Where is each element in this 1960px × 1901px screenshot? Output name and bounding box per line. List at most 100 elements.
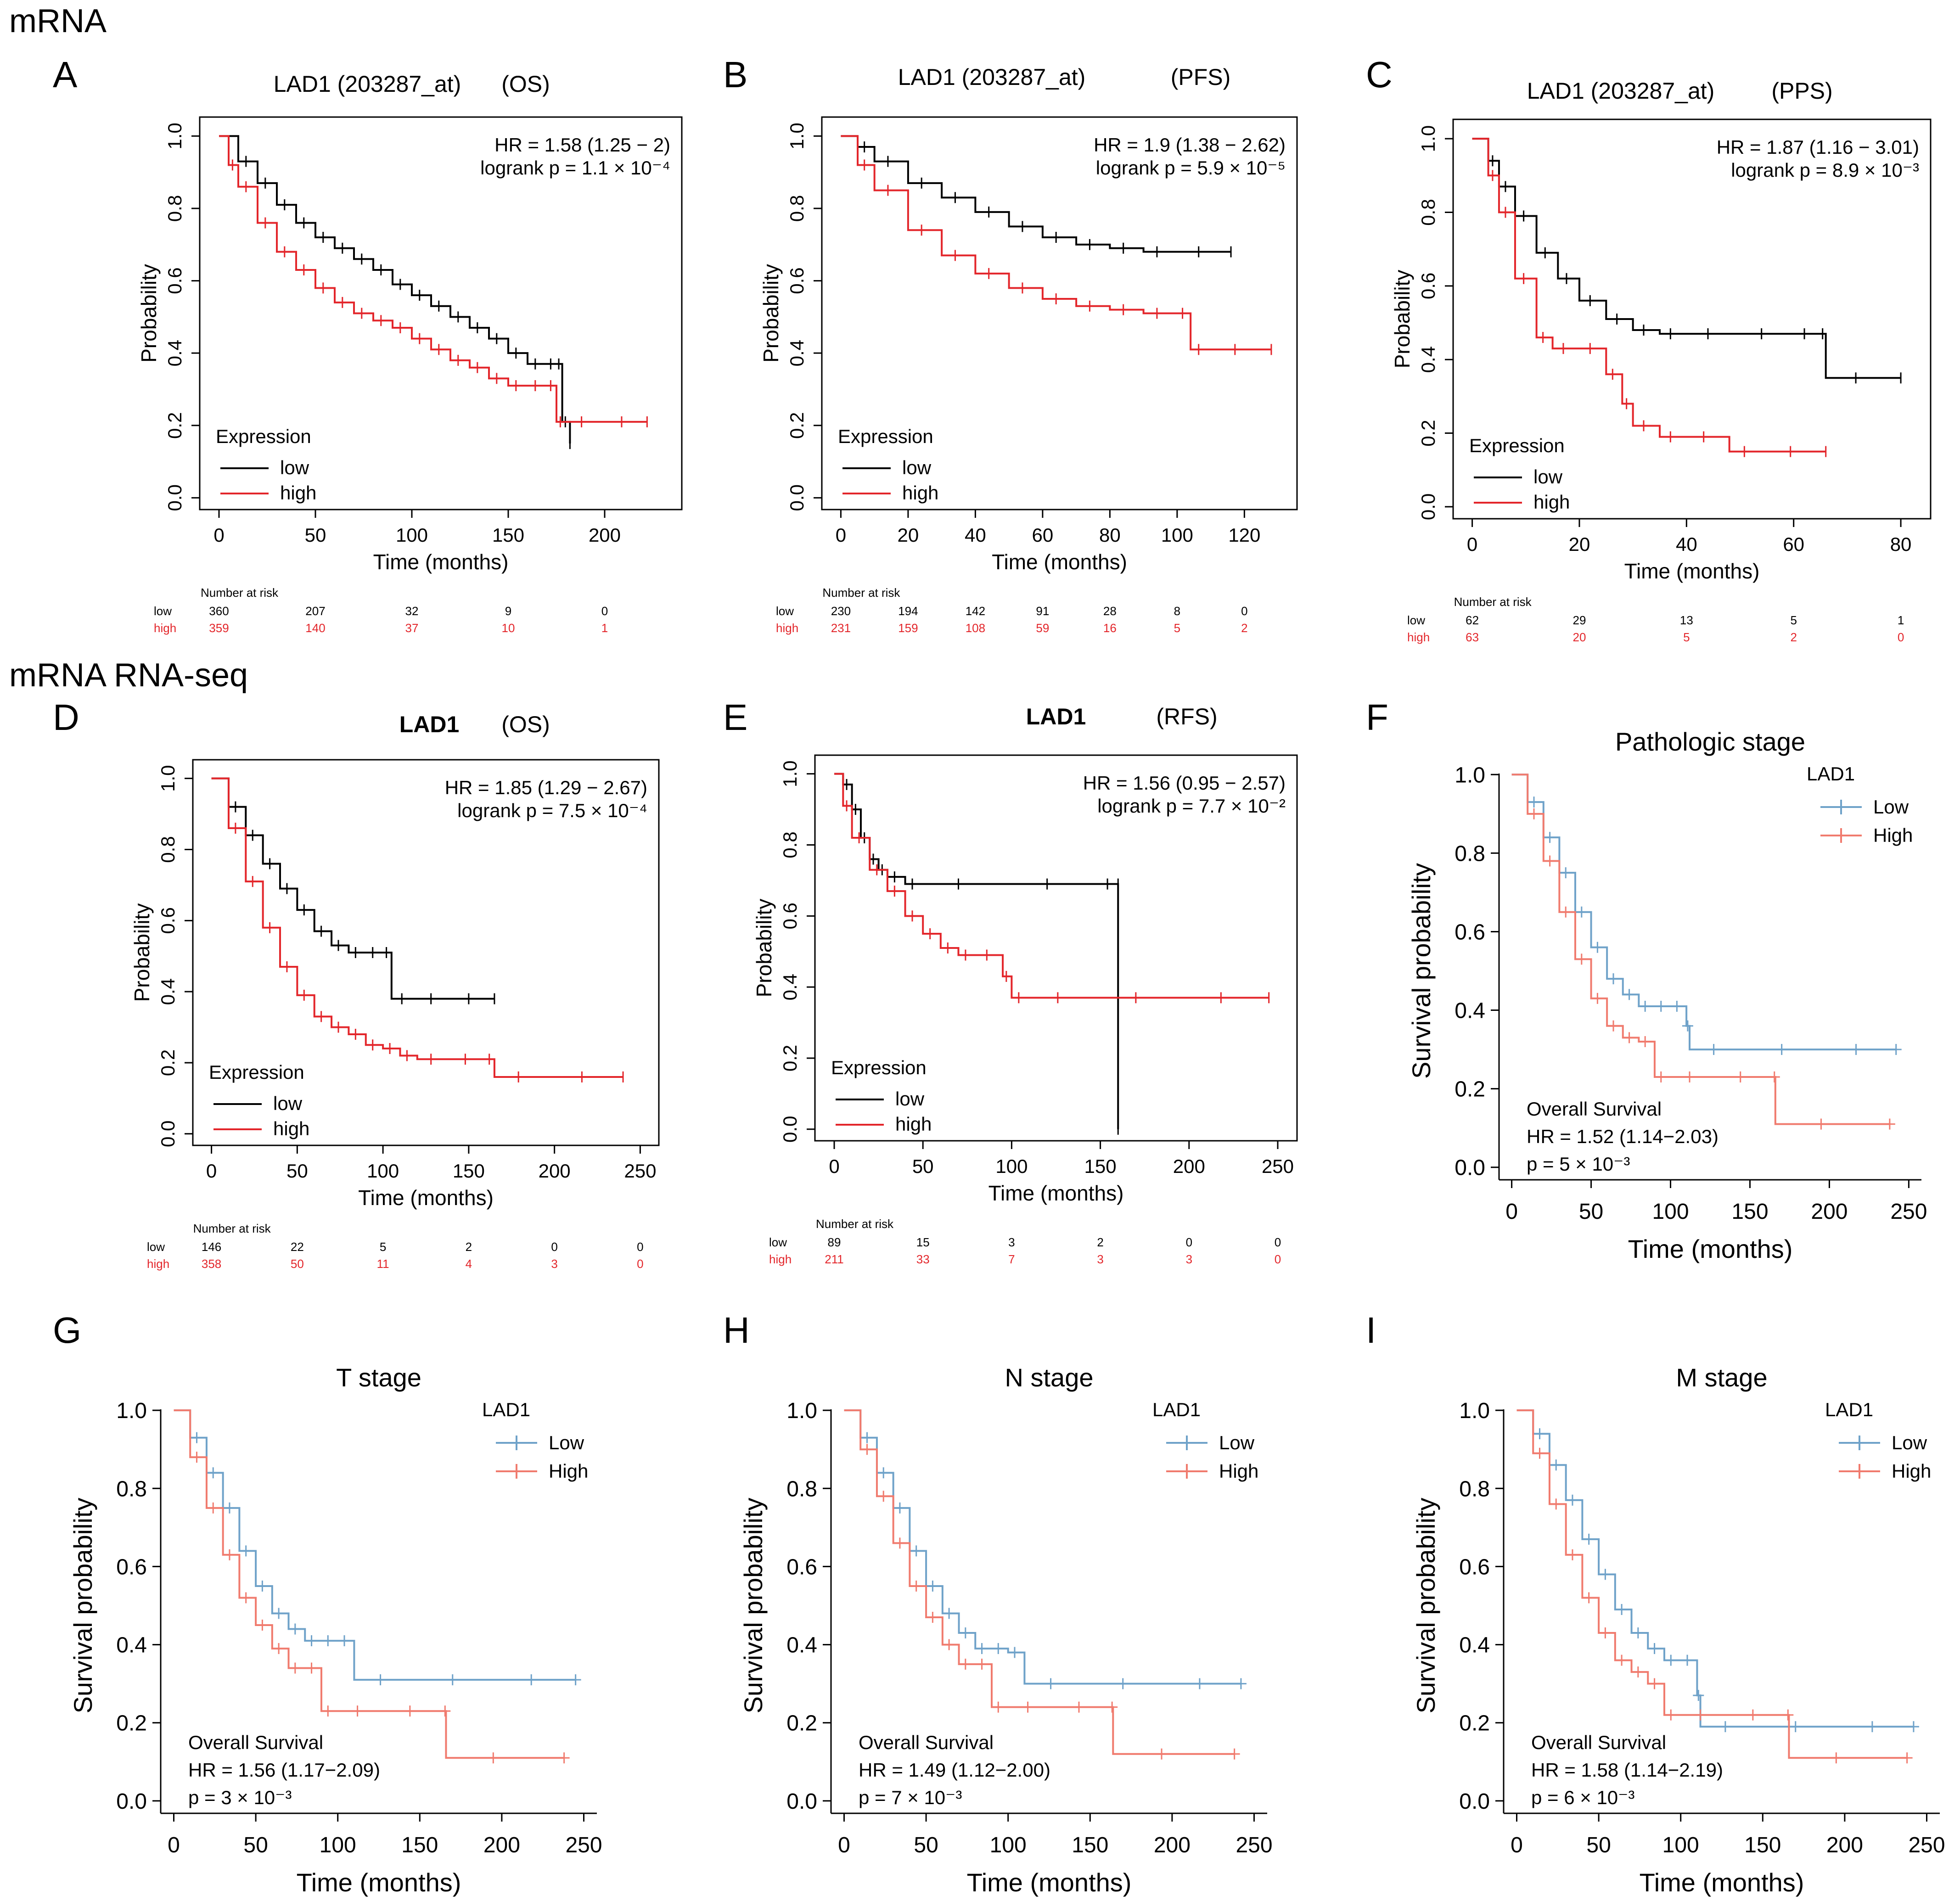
logrank-text: logrank p = 1.1 × 10⁻⁴ bbox=[480, 157, 670, 179]
logrank-text: logrank p = 8.9 × 10⁻³ bbox=[1731, 159, 1919, 181]
y-tick-label: 1.0 bbox=[786, 1399, 817, 1423]
y-axis-label: Probability bbox=[130, 903, 154, 1002]
x-tick-label: 200 bbox=[1826, 1833, 1863, 1857]
y-tick-label: 0.2 bbox=[164, 412, 185, 439]
risk-value-low: 5 bbox=[1790, 613, 1797, 627]
x-tick-label: 20 bbox=[1569, 533, 1590, 555]
risk-row-label-low: low bbox=[1407, 613, 1425, 627]
hr-text: HR = 1.56 (0.95 − 2.57) bbox=[1083, 772, 1286, 794]
risk-value-low: 3 bbox=[1008, 1235, 1015, 1249]
risk-value-high: 140 bbox=[305, 621, 325, 635]
y-tick-label: 0.0 bbox=[164, 484, 185, 511]
risk-value-high: 16 bbox=[1103, 621, 1117, 635]
x-tick-label: 80 bbox=[1099, 524, 1121, 546]
x-tick-label: 0 bbox=[838, 1833, 850, 1857]
y-tick-label: 1.0 bbox=[779, 760, 801, 787]
legend-label-low: low bbox=[273, 1093, 303, 1114]
chart-title-tag: (OS) bbox=[501, 71, 550, 97]
hr-text: HR = 1.52 (1.14−2.03) bbox=[1527, 1126, 1719, 1147]
x-tick-label: 0 bbox=[829, 1155, 839, 1177]
x-axis-label: Time (months) bbox=[988, 1181, 1124, 1205]
y-axis-label: Survival probability bbox=[1407, 863, 1436, 1079]
risk-value-high: 2 bbox=[1790, 630, 1797, 644]
y-tick-label: 0.8 bbox=[786, 1477, 817, 1501]
y-tick-label: 0.6 bbox=[164, 267, 185, 294]
legend-title: Expression bbox=[838, 426, 933, 447]
risk-row-label-low: low bbox=[769, 1235, 787, 1249]
overall-survival-label: Overall Survival bbox=[188, 1732, 323, 1753]
km-curve-low bbox=[844, 1409, 1241, 1685]
y-tick-label: 0.4 bbox=[1417, 346, 1439, 373]
risk-value-high: 108 bbox=[966, 621, 985, 635]
chart-title: T stage bbox=[336, 1363, 421, 1392]
x-tick-label: 0 bbox=[213, 524, 224, 546]
y-tick-label: 0.8 bbox=[157, 836, 179, 863]
risk-table-title: Number at risk bbox=[816, 1217, 894, 1231]
y-axis-label: Probability bbox=[1390, 270, 1414, 369]
x-tick-label: 250 bbox=[565, 1833, 602, 1857]
x-tick-label: 0 bbox=[1511, 1833, 1523, 1857]
y-tick-label: 0.2 bbox=[157, 1049, 179, 1076]
plot-frame bbox=[821, 116, 1298, 510]
legend-label-low: low bbox=[1533, 466, 1563, 488]
risk-value-high: 3 bbox=[551, 1257, 557, 1271]
hr-text: HR = 1.85 (1.29 − 2.67) bbox=[445, 777, 647, 798]
y-tick-label: 0.4 bbox=[786, 1633, 817, 1658]
y-tick-label: 0.6 bbox=[786, 1555, 817, 1579]
x-tick-label: 60 bbox=[1032, 524, 1054, 546]
y-tick-label: 0.2 bbox=[786, 412, 808, 439]
plot-frame bbox=[1452, 118, 1932, 520]
y-tick-label: 0.4 bbox=[157, 978, 179, 1005]
chart-title: LAD1 (203287_at) bbox=[1527, 78, 1715, 104]
x-tick-label: 0 bbox=[1505, 1200, 1518, 1224]
risk-value-high: 0 bbox=[1898, 630, 1904, 644]
risk-value-low: 230 bbox=[831, 604, 851, 618]
panel-letter-h: H bbox=[723, 1310, 750, 1351]
x-tick-label: 20 bbox=[898, 524, 919, 546]
risk-value-low: 142 bbox=[966, 604, 985, 618]
y-axis-label: Survival probability bbox=[68, 1498, 97, 1714]
panel-letter-f: F bbox=[1366, 697, 1388, 738]
p-value-text: p = 5 × 10⁻³ bbox=[1527, 1153, 1630, 1175]
y-axis-label: Probability bbox=[137, 264, 161, 363]
y-tick-label: 0.0 bbox=[786, 484, 808, 511]
x-tick-label: 0 bbox=[836, 524, 846, 546]
legend-label-high: high bbox=[273, 1118, 309, 1139]
panel-letter-a: A bbox=[53, 54, 78, 95]
panel-letter-d: D bbox=[53, 697, 79, 738]
x-tick-label: 0 bbox=[206, 1160, 217, 1182]
x-tick-label: 150 bbox=[1731, 1200, 1768, 1224]
km-curve-low bbox=[1516, 1409, 1914, 1728]
y-axis-label: Probability bbox=[752, 899, 776, 998]
overall-survival-label: Overall Survival bbox=[1531, 1732, 1666, 1753]
x-tick-label: 100 bbox=[1652, 1200, 1689, 1224]
legend-label-high: high bbox=[1533, 491, 1570, 513]
logrank-text: logrank p = 7.7 × 10⁻² bbox=[1097, 795, 1286, 817]
x-tick-label: 150 bbox=[1084, 1155, 1117, 1177]
x-tick-label: 100 bbox=[396, 524, 428, 546]
panel-letter-g: G bbox=[53, 1310, 81, 1351]
x-axis-label: Time (months) bbox=[1640, 1868, 1804, 1897]
chart-title-tag: (PFS) bbox=[1171, 64, 1231, 90]
x-tick-label: 40 bbox=[965, 524, 986, 546]
y-tick-label: 0.2 bbox=[1455, 1077, 1485, 1102]
x-tick-label: 100 bbox=[367, 1160, 399, 1182]
panel-h-n-stage: 0 50 100 150 200 250 0.0 0.2 0.4 0.6 0.8 1.0 Time (m… bbox=[739, 1363, 1273, 1897]
risk-value-high: 50 bbox=[291, 1257, 304, 1271]
x-tick-label: 200 bbox=[539, 1160, 571, 1182]
chart-title: M stage bbox=[1676, 1363, 1767, 1392]
risk-value-high: 5 bbox=[1683, 630, 1690, 644]
y-tick-label: 0.0 bbox=[116, 1789, 147, 1814]
logrank-text: logrank p = 7.5 × 10⁻⁴ bbox=[457, 800, 647, 821]
x-tick-label: 50 bbox=[305, 524, 326, 546]
risk-value-low: 15 bbox=[916, 1235, 930, 1249]
km-curve-high bbox=[834, 773, 1269, 999]
risk-value-low: 28 bbox=[1103, 604, 1117, 618]
x-tick-label: 50 bbox=[243, 1833, 268, 1857]
x-tick-label: 150 bbox=[453, 1160, 485, 1182]
km-curve-low bbox=[219, 135, 571, 444]
